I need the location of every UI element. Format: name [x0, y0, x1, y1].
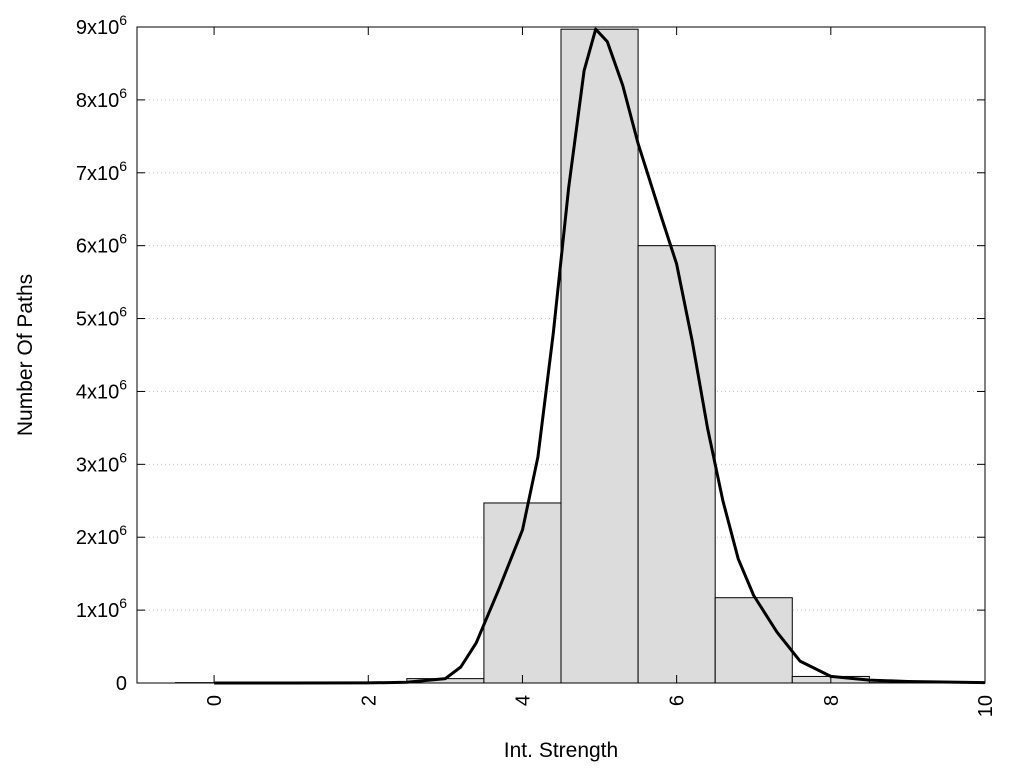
y-tick-label-5: 5x106 [76, 304, 127, 331]
x-tick-label-0: 0 [204, 695, 226, 706]
y-tick-label-9: 9x106 [76, 12, 127, 39]
x-tick-label-3: 6 [667, 695, 689, 706]
y-tick-label-4: 4x106 [76, 376, 127, 403]
y-tick-labels: 0 1x106 2x106 3x106 4x106 5x106 6x106 7x106 8x10… [76, 12, 127, 695]
y-tick-label-0: 0 [116, 673, 127, 695]
histogram-bar-7 [714, 597, 793, 684]
y-tick-label-8: 8x106 [76, 85, 127, 112]
y-tick-label-1: 1x106 [76, 595, 127, 622]
histogram-bars [175, 28, 947, 684]
x-tick-labels: 0 2 4 6 8 10 [204, 695, 997, 717]
y-axis-title: Number Of Paths [14, 274, 37, 436]
plot-frame [136, 26, 986, 684]
x-tick-label-1: 2 [358, 695, 380, 706]
x-tick-label-2: 4 [512, 695, 534, 706]
y-tick-label-3: 3x106 [76, 449, 127, 476]
y-tick-label-2: 2x106 [76, 522, 127, 549]
fit-curve-layer [214, 27, 986, 685]
axis-ticks [137, 26, 986, 684]
y-tick-label-6: 6x106 [76, 231, 127, 258]
x-tick-label-5: 10 [975, 695, 997, 717]
histogram-bar-6 [637, 245, 716, 684]
x-axis-title: Int. Strength [504, 739, 618, 762]
histogram-bar-5 [560, 28, 639, 684]
x-tick-label-4: 8 [821, 695, 843, 706]
fit-curve [214, 27, 986, 685]
y-tick-label-7: 7x106 [76, 158, 127, 185]
